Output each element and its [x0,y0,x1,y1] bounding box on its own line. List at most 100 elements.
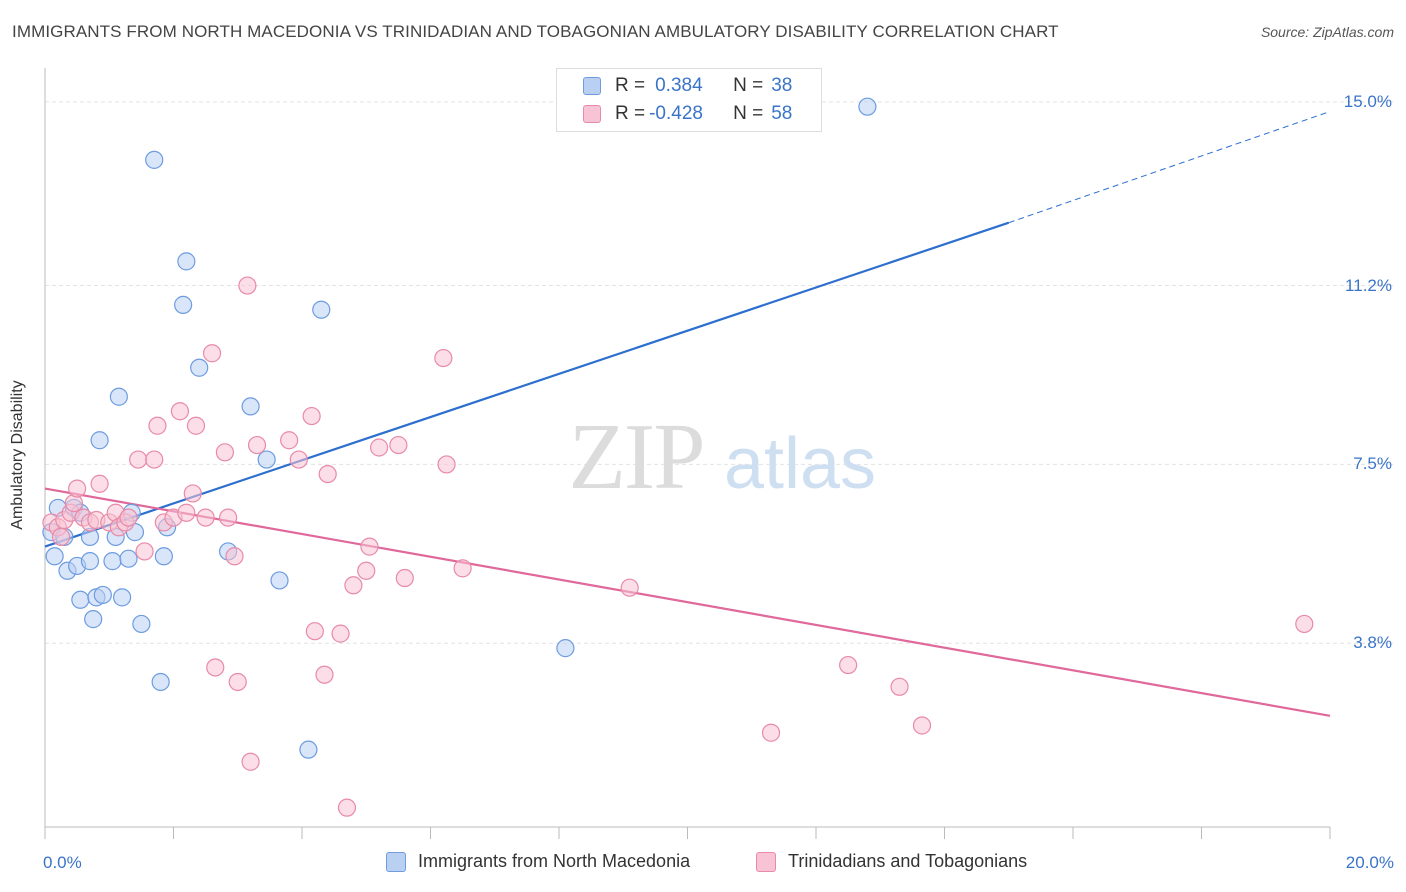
point-trinidad [215,443,234,462]
point-trinidad [395,568,414,588]
point-macedonia [103,552,122,571]
chart-title: IMMIGRANTS FROM NORTH MACEDONIA VS TRINI… [12,22,1059,41]
point-trinidad [315,665,334,684]
point-macedonia [190,358,209,377]
legend-r-value: -0.428 [649,103,703,124]
point-macedonia [177,252,196,271]
point-trinidad [370,438,389,457]
point-trinidad [437,455,456,474]
source-credit: Source: ZipAtlas.com [1260,24,1394,40]
point-trinidad [912,716,932,735]
point-macedonia [257,450,276,469]
point-trinidad [337,798,357,817]
trend-line-macedonia [44,221,1010,548]
point-trinidad [51,527,71,547]
trend-line-trinidad [44,487,1331,717]
series-legend: Immigrants from North Macedonia Trinidad… [0,851,1406,877]
series-legend-label: Immigrants from North Macedonia [418,851,691,871]
point-macedonia [71,590,90,609]
point-trinidad [331,624,350,643]
y-axis-label: Ambulatory Disability [9,380,26,530]
point-macedonia [90,431,109,450]
point-trinidad [202,344,222,363]
legend-n-value: 58 [771,103,793,124]
point-trinidad [119,508,138,527]
point-trinidad [225,547,244,566]
point-macedonia [174,295,193,314]
point-trinidad [389,435,408,455]
point-trinidad [145,450,164,469]
point-trinidad [177,503,196,522]
point-trinidad [620,578,639,597]
point-trinidad [434,348,453,368]
legend-swatch-pink [583,105,601,123]
point-trinidad [318,464,337,484]
legend-row-macedonia: R = 0.384 N = 38 [583,74,792,98]
point-macedonia [299,740,318,759]
watermark: ZIP atlas [569,405,877,509]
point-trinidad [68,479,87,498]
point-trinidad [219,508,238,527]
point-macedonia [145,150,164,169]
point-macedonia [154,547,173,566]
grid-lines [45,101,1395,644]
point-trinidad [90,474,109,493]
point-trinidad [129,450,148,469]
point-trinidad [148,416,167,435]
series-legend-macedonia: Immigrants from North Macedonia [386,851,690,872]
point-trinidad [839,655,858,675]
point-trinidad [238,276,257,295]
point-trinidad [289,450,308,469]
point-trinidad [228,672,247,692]
point-trinidad [241,752,260,771]
data-points [42,97,1314,817]
point-trinidad [135,542,154,561]
point-trinidad [280,431,299,450]
legend-swatch-blue [583,77,601,95]
point-trinidad [761,723,781,742]
y-tick-label: 11.2% [1345,275,1392,295]
legend-row-trinidad: R = -0.428 N = 58 [583,102,792,126]
point-trinidad [357,561,376,580]
point-macedonia [80,552,100,571]
point-trinidad [196,508,215,527]
trend-line-macedonia-extension [1008,111,1331,224]
legend-r-label: R = [615,75,646,96]
legend-n-value: 38 [771,75,793,96]
point-macedonia [119,549,138,568]
watermark-atlas: atlas [724,424,876,504]
point-macedonia [312,300,331,319]
point-macedonia [112,588,132,607]
y-tick-label: 3.8% [1353,633,1392,653]
trend-lines [44,111,1331,717]
point-macedonia [132,614,151,634]
point-macedonia [241,397,260,416]
point-trinidad [302,406,321,426]
series-swatch-blue [386,851,406,872]
point-macedonia [93,585,112,605]
point-macedonia [151,672,170,692]
point-trinidad [305,622,324,641]
axes [44,68,1331,839]
y-tick-label: 15.0% [1343,91,1392,111]
point-trinidad [186,416,206,435]
legend-r-value: 0.384 [655,75,703,96]
point-trinidad [360,537,379,556]
point-trinidad [1295,614,1314,634]
y-tick-label: 7.5% [1353,454,1392,474]
point-trinidad [206,658,225,677]
x-tick-label: 20.0% [1345,853,1394,872]
watermark-zip: ZIP [569,405,704,509]
correlation-legend: R = 0.384 N = 38 R = -0.428 N = 58 [556,68,822,132]
point-macedonia [84,610,103,629]
point-macedonia [270,571,289,590]
point-trinidad [247,435,267,455]
legend-n-label: N = [733,103,764,124]
point-trinidad [453,559,472,578]
series-legend-trinidad: Trinidadians and Tobagonians [756,851,1027,872]
point-trinidad [183,484,202,503]
series-legend-label: Trinidadians and Tobagonians [788,851,1028,871]
point-macedonia [556,639,575,658]
point-macedonia [858,97,877,116]
